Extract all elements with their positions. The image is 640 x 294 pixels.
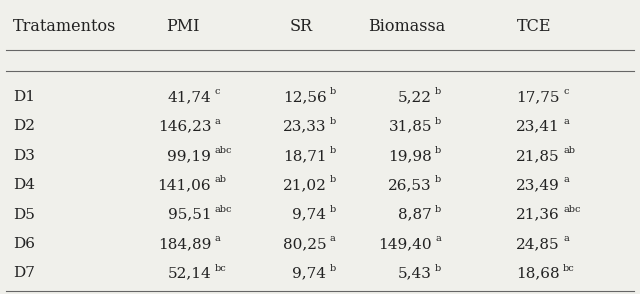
Text: 21,36: 21,36	[516, 208, 560, 222]
Text: Tratamentos: Tratamentos	[13, 18, 116, 35]
Text: 21,02: 21,02	[282, 178, 326, 192]
Text: Biomassa: Biomassa	[368, 18, 445, 35]
Text: 9,74: 9,74	[292, 208, 326, 222]
Text: b: b	[435, 176, 442, 184]
Text: 149,40: 149,40	[378, 237, 432, 251]
Text: 146,23: 146,23	[157, 119, 211, 133]
Text: 9,74: 9,74	[292, 266, 326, 280]
Text: 31,85: 31,85	[388, 119, 432, 133]
Text: abc: abc	[214, 146, 232, 155]
Text: 141,06: 141,06	[157, 178, 211, 192]
Text: a: a	[435, 234, 441, 243]
Text: 17,75: 17,75	[516, 90, 560, 104]
Text: 8,87: 8,87	[398, 208, 432, 222]
Text: b: b	[330, 205, 336, 214]
Text: b: b	[435, 117, 442, 126]
Text: b: b	[435, 264, 442, 273]
Text: bc: bc	[563, 264, 575, 273]
Text: D3: D3	[13, 149, 35, 163]
Text: ab: ab	[563, 146, 575, 155]
Text: abc: abc	[214, 205, 232, 214]
Text: abc: abc	[563, 205, 580, 214]
Text: c: c	[563, 87, 569, 96]
Text: ab: ab	[214, 176, 227, 184]
Text: a: a	[563, 176, 569, 184]
Text: D6: D6	[13, 237, 35, 251]
Text: 21,85: 21,85	[516, 149, 560, 163]
Text: 12,56: 12,56	[283, 90, 326, 104]
Text: 5,22: 5,22	[398, 90, 432, 104]
Text: 95,51: 95,51	[168, 208, 211, 222]
Text: b: b	[435, 205, 442, 214]
Text: 80,25: 80,25	[283, 237, 326, 251]
Text: 5,43: 5,43	[398, 266, 432, 280]
Text: a: a	[330, 234, 335, 243]
Text: SR: SR	[289, 18, 312, 35]
Text: 184,89: 184,89	[158, 237, 211, 251]
Text: D1: D1	[13, 90, 35, 104]
Text: b: b	[330, 146, 336, 155]
Text: a: a	[563, 117, 569, 126]
Text: 19,98: 19,98	[388, 149, 432, 163]
Text: 52,14: 52,14	[168, 266, 211, 280]
Text: c: c	[214, 87, 220, 96]
Text: b: b	[435, 87, 442, 96]
Text: b: b	[330, 264, 336, 273]
Text: a: a	[214, 117, 220, 126]
Text: 23,49: 23,49	[516, 178, 560, 192]
Text: D4: D4	[13, 178, 35, 192]
Text: 99,19: 99,19	[167, 149, 211, 163]
Text: TCE: TCE	[517, 18, 552, 35]
Text: b: b	[435, 146, 442, 155]
Text: a: a	[214, 234, 220, 243]
Text: 23,41: 23,41	[516, 119, 560, 133]
Text: 23,33: 23,33	[283, 119, 326, 133]
Text: 41,74: 41,74	[168, 90, 211, 104]
Text: b: b	[330, 87, 336, 96]
Text: 18,71: 18,71	[283, 149, 326, 163]
Text: PMI: PMI	[166, 18, 199, 35]
Text: b: b	[330, 176, 336, 184]
Text: D7: D7	[13, 266, 35, 280]
Text: 18,68: 18,68	[516, 266, 560, 280]
Text: 26,53: 26,53	[388, 178, 432, 192]
Text: b: b	[330, 117, 336, 126]
Text: 24,85: 24,85	[516, 237, 560, 251]
Text: D2: D2	[13, 119, 35, 133]
Text: bc: bc	[214, 264, 226, 273]
Text: D5: D5	[13, 208, 35, 222]
Text: a: a	[563, 234, 569, 243]
